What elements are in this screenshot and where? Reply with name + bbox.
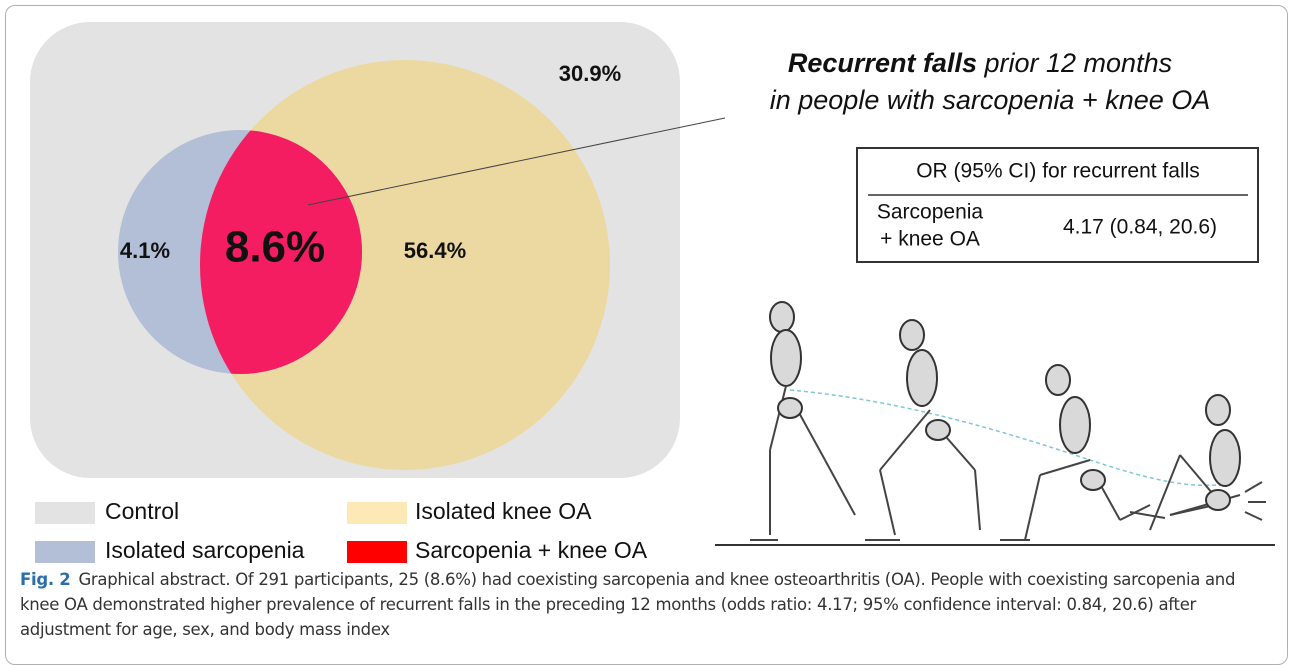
callout-line2: in people with sarcopenia + knee OA: [770, 85, 1211, 115]
legend-label: Control: [105, 498, 179, 524]
page: 30.9% 4.1% 8.6% 56.4% Recurrent falls pr…: [0, 0, 1295, 657]
swatch: [347, 541, 407, 563]
table-value: 4.17 (0.84, 20.6): [1063, 216, 1217, 239]
legend-label: Sarcopenia + knee OA: [415, 537, 648, 563]
row-label: Sarcopenia: [877, 201, 984, 224]
caption-label: Fig. 2: [20, 570, 70, 589]
skeleton: [750, 302, 855, 540]
trajectory: [790, 390, 1225, 485]
table-header: OR (95% CI) for recurrent falls: [916, 160, 1200, 183]
knee-oa-pct: 56.4%: [404, 238, 466, 263]
callout-line1: Recurrent falls prior 12 months: [788, 48, 1172, 78]
figure: 30.9% 4.1% 8.6% 56.4% Recurrent falls pr…: [0, 0, 1295, 565]
caption-text: Graphical abstract. Of 291 participants,…: [20, 570, 1235, 639]
swatch: [347, 502, 407, 524]
control-pct: 30.9%: [559, 61, 621, 86]
sarcopenia-pct: 4.1%: [120, 238, 170, 263]
swatch: [35, 541, 95, 563]
legend-label: Isolated sarcopenia: [105, 537, 305, 563]
legend-label: Isolated knee OA: [415, 498, 592, 524]
swatch: [35, 502, 95, 524]
skeleton: [1000, 365, 1150, 540]
row-label: + knee OA: [880, 228, 980, 251]
skeleton: [865, 320, 980, 540]
skeleton: [1130, 395, 1266, 530]
overlap-pct: 8.6%: [225, 223, 325, 272]
